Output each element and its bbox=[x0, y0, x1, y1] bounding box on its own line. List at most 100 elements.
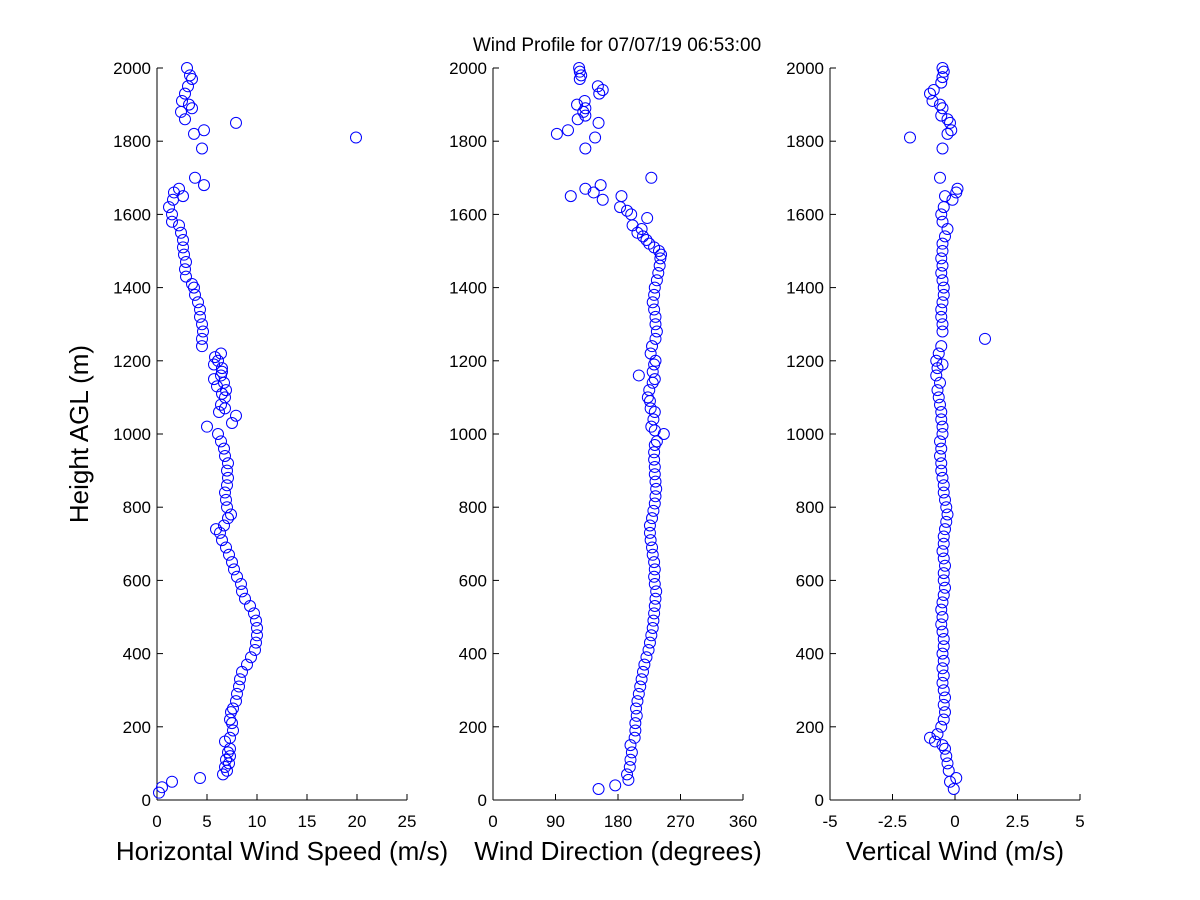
data-point bbox=[194, 303, 206, 316]
x-tick-label: 2.5 bbox=[1006, 812, 1030, 831]
data-point bbox=[198, 179, 210, 192]
data-point bbox=[629, 724, 642, 737]
data-point bbox=[562, 124, 574, 137]
data-point bbox=[179, 113, 191, 126]
x-tick-label: -2.5 bbox=[878, 812, 907, 831]
y-tick-label: 1000 bbox=[449, 425, 487, 444]
data-point bbox=[648, 600, 661, 613]
data-point bbox=[937, 640, 950, 653]
data-point bbox=[218, 519, 230, 532]
data-point bbox=[180, 255, 192, 268]
data-point bbox=[629, 717, 642, 730]
data-point bbox=[213, 406, 225, 419]
data-point bbox=[647, 413, 660, 426]
data-point bbox=[648, 497, 661, 510]
y-tick-label: 1400 bbox=[449, 279, 487, 298]
data-point bbox=[940, 750, 953, 763]
data-point bbox=[192, 296, 204, 309]
x-tick-label: 10 bbox=[248, 812, 267, 831]
data-point bbox=[939, 493, 951, 506]
data-point bbox=[936, 259, 949, 272]
data-point bbox=[188, 127, 200, 140]
data-point bbox=[941, 508, 954, 521]
data-point bbox=[201, 420, 213, 433]
data-point bbox=[937, 574, 950, 587]
data-point bbox=[924, 87, 936, 100]
data-point bbox=[941, 223, 954, 236]
data-point bbox=[208, 373, 220, 386]
data-point bbox=[589, 131, 602, 144]
panel-3: 0 200 400 600 800 1000 1200 1400 1600 1800 2000 -5 -… bbox=[786, 59, 1085, 866]
data-point bbox=[177, 234, 189, 247]
data-point bbox=[930, 369, 943, 382]
data-point bbox=[935, 406, 948, 419]
data-point bbox=[936, 62, 949, 74]
data-point bbox=[650, 482, 663, 495]
data-point bbox=[196, 318, 208, 331]
data-point bbox=[930, 354, 943, 367]
data-point bbox=[648, 556, 661, 569]
data-point bbox=[224, 742, 236, 755]
data-point bbox=[936, 274, 949, 287]
data-point bbox=[638, 658, 651, 671]
data-point bbox=[939, 559, 951, 572]
data-point bbox=[571, 98, 584, 111]
data-point bbox=[176, 94, 188, 107]
y-tick-label: 200 bbox=[796, 718, 824, 737]
data-point bbox=[196, 332, 208, 345]
data-point bbox=[228, 563, 240, 576]
data-point bbox=[937, 552, 950, 565]
data-point bbox=[947, 783, 960, 796]
y-tick-label: 1600 bbox=[449, 205, 487, 224]
data-point bbox=[904, 131, 916, 144]
data-point bbox=[935, 208, 948, 221]
data-point bbox=[645, 171, 658, 184]
y-tick-label: 400 bbox=[796, 645, 824, 664]
data-point bbox=[944, 116, 956, 129]
data-point bbox=[198, 124, 210, 137]
data-point bbox=[936, 596, 949, 609]
y-tick-label: 800 bbox=[796, 498, 824, 517]
data-point bbox=[231, 570, 243, 583]
data-point bbox=[647, 614, 660, 627]
data-point bbox=[937, 632, 950, 645]
figure-title: Wind Profile for 07/07/19 06:53:00 bbox=[473, 35, 761, 56]
data-point bbox=[643, 519, 656, 532]
data-point bbox=[648, 281, 661, 294]
y-tick-label: 1800 bbox=[449, 132, 487, 151]
data-point bbox=[635, 673, 648, 686]
data-point bbox=[937, 479, 950, 492]
data-point bbox=[652, 245, 665, 257]
data-point bbox=[579, 182, 592, 195]
data-point bbox=[924, 731, 936, 744]
data-point bbox=[935, 303, 948, 316]
data-point bbox=[225, 508, 237, 521]
x-tick-label: 0 bbox=[152, 812, 161, 831]
data-point bbox=[219, 486, 231, 499]
data-point bbox=[935, 457, 948, 470]
data-point bbox=[650, 585, 663, 598]
data-point bbox=[935, 266, 948, 279]
data-point bbox=[630, 709, 643, 722]
data-point bbox=[648, 406, 661, 419]
data-point bbox=[935, 720, 948, 733]
y-tick-label: 1600 bbox=[786, 205, 824, 224]
data-point bbox=[940, 501, 953, 514]
data-point bbox=[226, 417, 238, 430]
data-point bbox=[220, 541, 232, 554]
data-point bbox=[937, 288, 950, 301]
data-point bbox=[643, 526, 656, 539]
data-point bbox=[936, 471, 949, 484]
panel-1: 0 200 400 600 800 1000 1200 1400 1600 1800 2000 0 5 1… bbox=[64, 59, 448, 866]
data-point bbox=[937, 281, 950, 294]
data-point bbox=[153, 786, 165, 799]
data-point bbox=[231, 687, 243, 700]
data-point bbox=[934, 398, 946, 411]
data-point bbox=[936, 318, 949, 331]
data-point bbox=[935, 413, 948, 426]
data-point bbox=[641, 391, 654, 404]
data-point bbox=[622, 773, 635, 786]
data-point bbox=[579, 142, 592, 155]
data-point bbox=[936, 676, 949, 689]
